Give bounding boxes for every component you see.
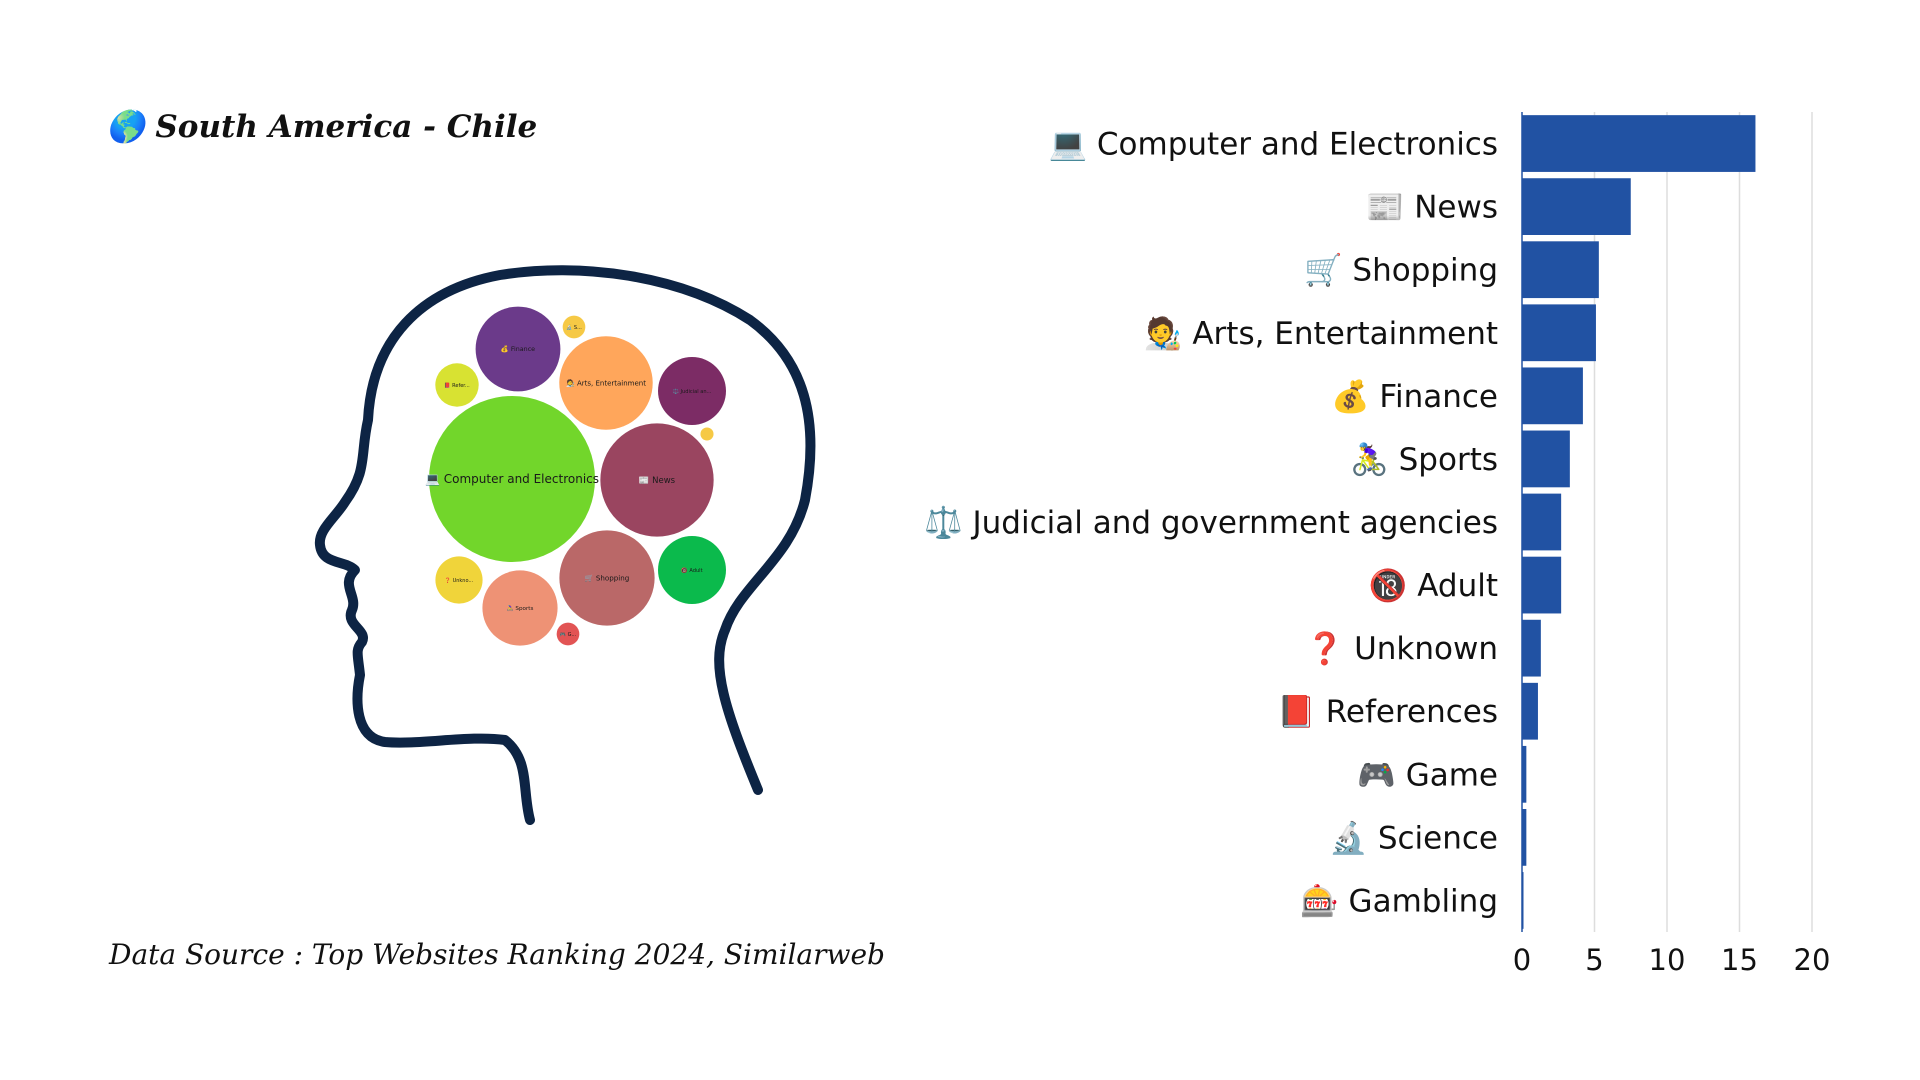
bubble-1 <box>600 423 714 537</box>
category-label-8: ❓ Unknown <box>1306 630 1498 667</box>
category-labels: 💻 Computer and Electronics 📰 News 🛒 Shoppi… <box>924 127 1498 920</box>
category-label-1: 📰 News <box>1366 190 1498 226</box>
bubble-3 <box>559 336 653 430</box>
x-axis-ticks: 0 5 10 15 20 <box>1513 943 1831 977</box>
bar-5 <box>1522 430 1570 488</box>
bubble-label-7: 🔞 Adult <box>681 567 702 574</box>
chart-title: 🌎 South America - Chile <box>106 109 538 145</box>
bar-7 <box>1522 556 1562 614</box>
bubble-4 <box>475 306 561 392</box>
bubble-11 <box>562 315 586 339</box>
bubble-label-8: ❓ Unkno... <box>445 577 474 584</box>
bars-group <box>1522 115 1756 929</box>
head-bubble-chart: 💻 Computer and Electronics 📰 News 🛒 Shoppi… <box>314 265 816 825</box>
category-label-3: 🧑‍🎨 Arts, Entertainment <box>1144 314 1498 352</box>
bar-10 <box>1522 745 1527 803</box>
bar-12 <box>1522 872 1524 929</box>
bubbles-group: 💻 Computer and Electronics 📰 News 🛒 Shoppi… <box>425 306 726 646</box>
category-label-9: 📕 References <box>1277 694 1498 730</box>
bar-8 <box>1522 619 1541 677</box>
bubble-8 <box>435 556 483 604</box>
bar-4 <box>1522 367 1583 425</box>
x-tick-label-20: 20 <box>1794 943 1831 977</box>
bubble-5 <box>482 570 558 646</box>
category-label-11: 🔬 Science <box>1329 818 1498 856</box>
bar-2 <box>1522 241 1599 299</box>
bubble-label-0: 💻 Computer and Electronics <box>425 472 599 486</box>
bubble-label-11: 🔬 S... <box>566 324 582 331</box>
category-label-6: ⚖️ Judicial and government agencies <box>924 504 1498 541</box>
bar-6 <box>1522 493 1562 551</box>
bubble-12 <box>700 427 714 441</box>
bubble-label-10: 🎮 G... <box>560 632 577 638</box>
bubble-10 <box>556 622 580 646</box>
bar-3 <box>1522 304 1596 362</box>
category-label-2: 🛒 Shopping <box>1304 252 1498 289</box>
bubble-label-4: 💰 Finance <box>501 345 535 353</box>
x-tick-label-15: 15 <box>1721 943 1758 977</box>
bubble-label-9: 📕 Refer... <box>444 382 470 389</box>
bubble-label-3: 🧑‍🎨 Arts, Entertainment <box>566 378 646 387</box>
x-tick-label-5: 5 <box>1585 943 1603 977</box>
category-label-7: 🔞 Adult <box>1369 567 1498 604</box>
head-outline <box>314 265 816 825</box>
bubble-0 <box>429 396 595 562</box>
bubble-label-1: 📰 News <box>639 476 675 486</box>
bar-9 <box>1522 682 1538 740</box>
bar-11 <box>1522 809 1527 866</box>
category-label-4: 💰 Finance <box>1331 378 1498 415</box>
x-tick-label-10: 10 <box>1649 943 1686 977</box>
bar-0 <box>1522 115 1756 172</box>
data-source-caption: Data Source : Top Websites Ranking 2024,… <box>109 938 885 971</box>
bubble-7 <box>658 536 726 604</box>
category-label-12: 🎰 Gambling <box>1300 882 1498 919</box>
category-label-10: 🎮 Game <box>1357 757 1498 793</box>
bubble-label-2: 🛒 Shopping <box>585 574 630 583</box>
bar-1 <box>1522 178 1631 235</box>
bubble-label-6: ⚖️ Judicial an... <box>673 388 712 395</box>
bubble-label-5: 🚴‍♀️ Sports <box>507 604 534 612</box>
bubble-2 <box>559 530 655 626</box>
category-label-5: 🚴‍♀️ Sports <box>1350 441 1498 478</box>
bubble-6 <box>658 357 726 425</box>
category-label-0: 💻 Computer and Electronics <box>1048 127 1498 163</box>
x-tick-label-0: 0 <box>1513 943 1531 977</box>
bubble-9 <box>435 363 479 407</box>
